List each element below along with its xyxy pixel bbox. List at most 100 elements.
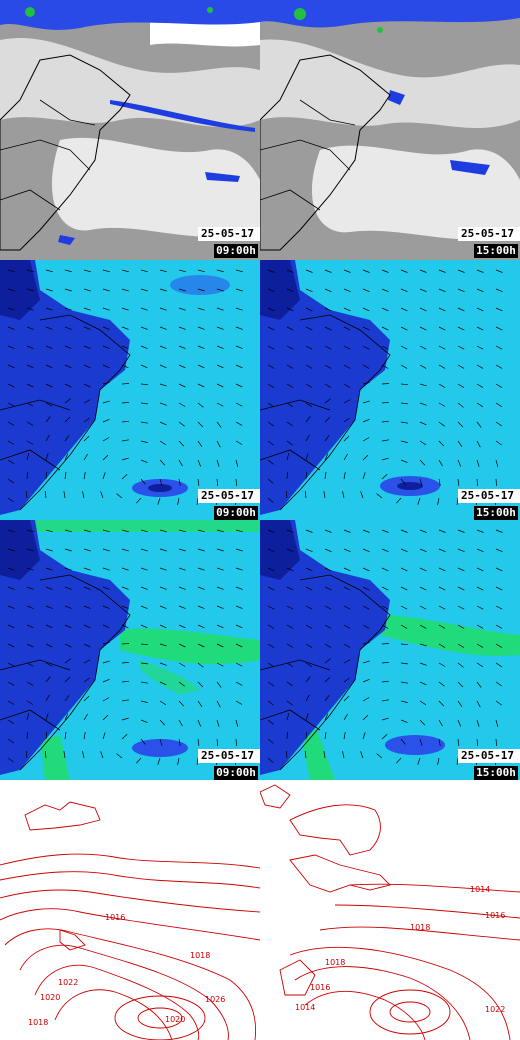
wind-arrow bbox=[102, 345, 110, 349]
isobar-label: 1022 bbox=[58, 978, 78, 987]
wind-arrow bbox=[159, 459, 166, 466]
wind-arrow bbox=[235, 459, 239, 467]
wind-arrow bbox=[116, 753, 123, 759]
wind-arrow bbox=[159, 402, 167, 406]
wind-arrow bbox=[83, 326, 91, 330]
wind-arrow bbox=[381, 457, 389, 461]
wind-arrow bbox=[286, 364, 294, 369]
wind-arrow bbox=[121, 364, 129, 369]
wind-arrow bbox=[267, 624, 275, 629]
wind-arrow bbox=[178, 345, 186, 349]
wind-arrow bbox=[400, 548, 408, 553]
wind-arrow bbox=[285, 750, 288, 759]
wind-arrow bbox=[476, 288, 484, 293]
wind-arrow bbox=[121, 401, 130, 404]
wind-arrow bbox=[45, 288, 53, 292]
wind-arrow bbox=[7, 307, 15, 311]
wind-arrow bbox=[362, 345, 370, 350]
wind-arrow bbox=[362, 418, 370, 423]
wind-arrow bbox=[216, 605, 224, 609]
wind-arrow bbox=[102, 472, 106, 480]
wind-arrow bbox=[419, 364, 427, 369]
wind-arrow bbox=[83, 624, 91, 629]
wind-arrow bbox=[376, 753, 383, 759]
wind-arrow bbox=[267, 440, 274, 446]
wind-arrow bbox=[476, 459, 480, 467]
wind-arrow bbox=[396, 757, 402, 764]
wind-arrow bbox=[343, 659, 351, 664]
wind-arrow bbox=[305, 548, 313, 553]
wind-arrow bbox=[7, 757, 14, 763]
wind-arrow bbox=[216, 326, 224, 330]
wind-arrow bbox=[495, 738, 497, 747]
wind-arrow bbox=[305, 269, 313, 273]
wind-arrow bbox=[102, 400, 110, 404]
wind-arrow bbox=[285, 490, 288, 499]
wind-arrow bbox=[438, 624, 446, 629]
wind-arrow bbox=[495, 345, 503, 350]
wind-arrow bbox=[197, 548, 205, 552]
wind-arrow bbox=[381, 345, 389, 350]
wind-arrow bbox=[457, 269, 465, 273]
wind-arrow bbox=[324, 453, 329, 461]
wind-arrow bbox=[476, 529, 484, 533]
wind-arrow bbox=[26, 269, 34, 273]
wind-arrow bbox=[476, 548, 484, 553]
wind-arrow bbox=[121, 661, 130, 664]
wind-arrow bbox=[343, 624, 351, 629]
wind-arrow bbox=[178, 402, 186, 407]
wind-arrow bbox=[400, 364, 408, 369]
wind-arrow bbox=[476, 662, 484, 668]
wind-arrow bbox=[64, 345, 72, 349]
wind-arrow bbox=[121, 326, 129, 330]
wind-arrow bbox=[102, 307, 110, 311]
wind-arrow bbox=[362, 697, 370, 702]
date-label: 25-05-17 bbox=[198, 227, 260, 241]
wind-arrow bbox=[324, 398, 331, 404]
wind-arrow bbox=[216, 643, 224, 648]
wind-arrow bbox=[121, 439, 129, 442]
wind-arrow bbox=[178, 364, 186, 369]
wind-arrow bbox=[343, 269, 351, 273]
wind-arrow bbox=[343, 288, 351, 293]
wind-arrow bbox=[64, 307, 72, 311]
wind-arrow bbox=[343, 307, 351, 312]
wind-arrow bbox=[362, 472, 366, 480]
wind-arrow bbox=[305, 453, 309, 461]
wind-arrow bbox=[116, 493, 123, 499]
wind-arrow bbox=[362, 624, 370, 629]
wind-arrow bbox=[216, 548, 224, 552]
wind-arrow bbox=[438, 383, 446, 388]
wind-arrow bbox=[45, 529, 53, 533]
wind-arrow bbox=[26, 681, 34, 686]
wind-arrow bbox=[45, 364, 53, 369]
wind-arrow bbox=[419, 440, 427, 446]
wind-arrow bbox=[178, 567, 186, 571]
wind-arrow bbox=[324, 529, 332, 533]
wind-arrow bbox=[235, 662, 243, 667]
time-label: 15:00h bbox=[474, 766, 518, 780]
wind-arrow bbox=[381, 661, 390, 664]
wind-arrow bbox=[7, 529, 15, 533]
wind-arrow bbox=[305, 307, 313, 312]
wind-arrow bbox=[177, 757, 180, 765]
wind-arrow bbox=[159, 643, 167, 647]
wind-arrow bbox=[476, 567, 484, 572]
wind-arrow bbox=[267, 345, 275, 350]
wind-arrow bbox=[159, 624, 167, 629]
wind-arrow bbox=[45, 624, 53, 629]
wind-arrow bbox=[457, 326, 465, 331]
wind-arrow bbox=[305, 713, 309, 721]
wind-arrow bbox=[83, 659, 91, 664]
wind-arrow bbox=[381, 420, 389, 423]
wind-arrow bbox=[235, 478, 237, 487]
wind-arrow bbox=[102, 732, 106, 740]
wind-arrow bbox=[267, 662, 275, 668]
wind-arrow bbox=[495, 364, 503, 369]
wind-arrow bbox=[305, 345, 313, 350]
wind-arrow bbox=[324, 624, 332, 629]
wind-arrow bbox=[286, 681, 293, 687]
wind-arrow bbox=[44, 750, 47, 759]
wind-arrow bbox=[140, 605, 148, 609]
isobar-label: 1018 bbox=[28, 1018, 48, 1027]
